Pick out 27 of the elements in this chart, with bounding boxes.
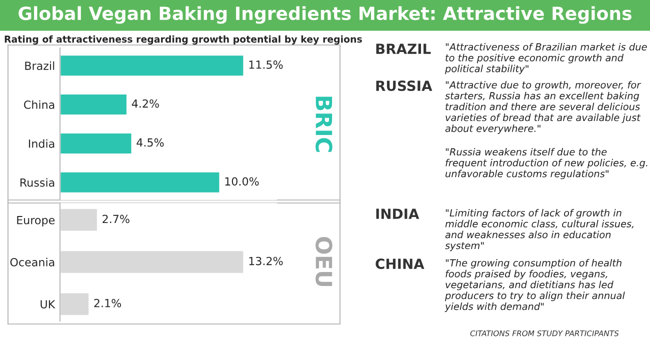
text: CHINA <box>376 258 424 270</box>
data-label: 10.0% <box>225 177 259 186</box>
text: OEU <box>316 237 332 286</box>
text: "Attractive due to growth, moreover, for starters, Russia has an excellent baking tradition and there are several delicious varieties of bread that are available just about everywhere." <box>445 81 642 134</box>
y-tick-label: India <box>28 139 54 148</box>
text: BRIC <box>316 96 332 152</box>
data-label: 4.5% <box>136 138 164 147</box>
data-label: 2.7% <box>102 214 130 224</box>
text: "The growing consumption of health foods praised by foodies, vegans, vegetarians, and dietitians has led producers to try to align their annual yields with demand" <box>444 259 625 312</box>
y-tick-label: Brazil <box>25 61 54 70</box>
text: "Limiting factors of lack of growth in middle economic class, cultural issues, and weaknesses also in education system" <box>445 209 634 252</box>
data-label: 2.1% <box>94 298 122 308</box>
text: "Attractiveness of Brazilian market is due to the positive economic growth and political stability" <box>444 43 647 74</box>
text: BRAZIL <box>376 44 431 54</box>
y-tick-label: UK <box>40 300 56 308</box>
y-tick-label: China <box>24 100 54 109</box>
data-label: 4.2% <box>132 99 159 108</box>
text: Global Vegan Baking Ingredients Market: Attractive Regions <box>18 6 632 24</box>
y-tick-label: Europe <box>17 216 55 226</box>
text: RUSSIA <box>376 80 432 92</box>
y-tick-label: Russia <box>20 178 54 187</box>
data-label: 13.2% <box>249 256 283 266</box>
text: "Russia weakens itself due to the frequent introduction of new policies, e.g. unfavorable customs regulations" <box>446 148 648 180</box>
y-tick-label: Oceania <box>10 258 54 266</box>
chart-subtitle: Rating of attractiveness regarding growth potential by key regions <box>4 35 362 45</box>
data-label: 11.5% <box>249 60 283 69</box>
text: INDIA <box>376 208 420 219</box>
